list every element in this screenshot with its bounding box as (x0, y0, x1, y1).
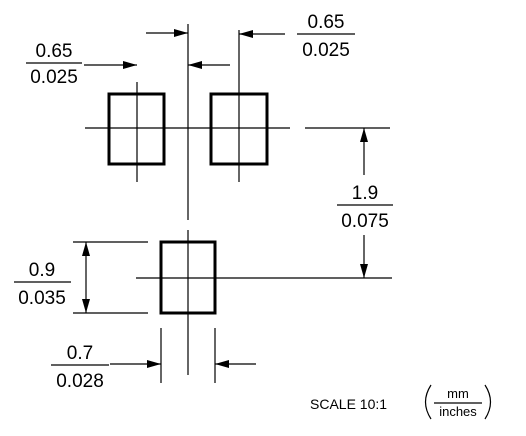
arrow-right (123, 61, 137, 69)
dim-pad-height-mm: 0.9 (29, 260, 55, 281)
arrow-right (174, 29, 188, 37)
scale-label: SCALE 10:1 (310, 396, 387, 412)
arrow-left (239, 30, 253, 38)
dim-pitch-mm: 1.9 (352, 183, 378, 204)
dim-top-right-mm: 0.65 (308, 12, 345, 33)
dim-top-left-mm: 0.65 (36, 41, 73, 62)
arrow-left (188, 61, 202, 69)
arrow-up (82, 242, 90, 256)
units-legend-inches: inches (439, 404, 477, 419)
dim-top-left-inches: 0.025 (30, 67, 78, 88)
dim-top-right-inches: 0.025 (302, 40, 350, 61)
arrow-right (147, 360, 161, 368)
arrow-up (360, 128, 368, 142)
arrow-left (215, 360, 229, 368)
arrow-down (82, 299, 90, 313)
dim-pitch-inches: 0.075 (341, 211, 389, 232)
legend-paren-right (484, 384, 492, 420)
arrow-down (360, 264, 368, 278)
dim-pad-height-inches: 0.035 (18, 288, 66, 309)
units-legend-mm: mm (447, 386, 469, 401)
legend-paren-left (424, 384, 432, 420)
dim-pad-width-mm: 0.7 (67, 343, 93, 364)
dim-pad-width-inches: 0.028 (56, 371, 104, 392)
